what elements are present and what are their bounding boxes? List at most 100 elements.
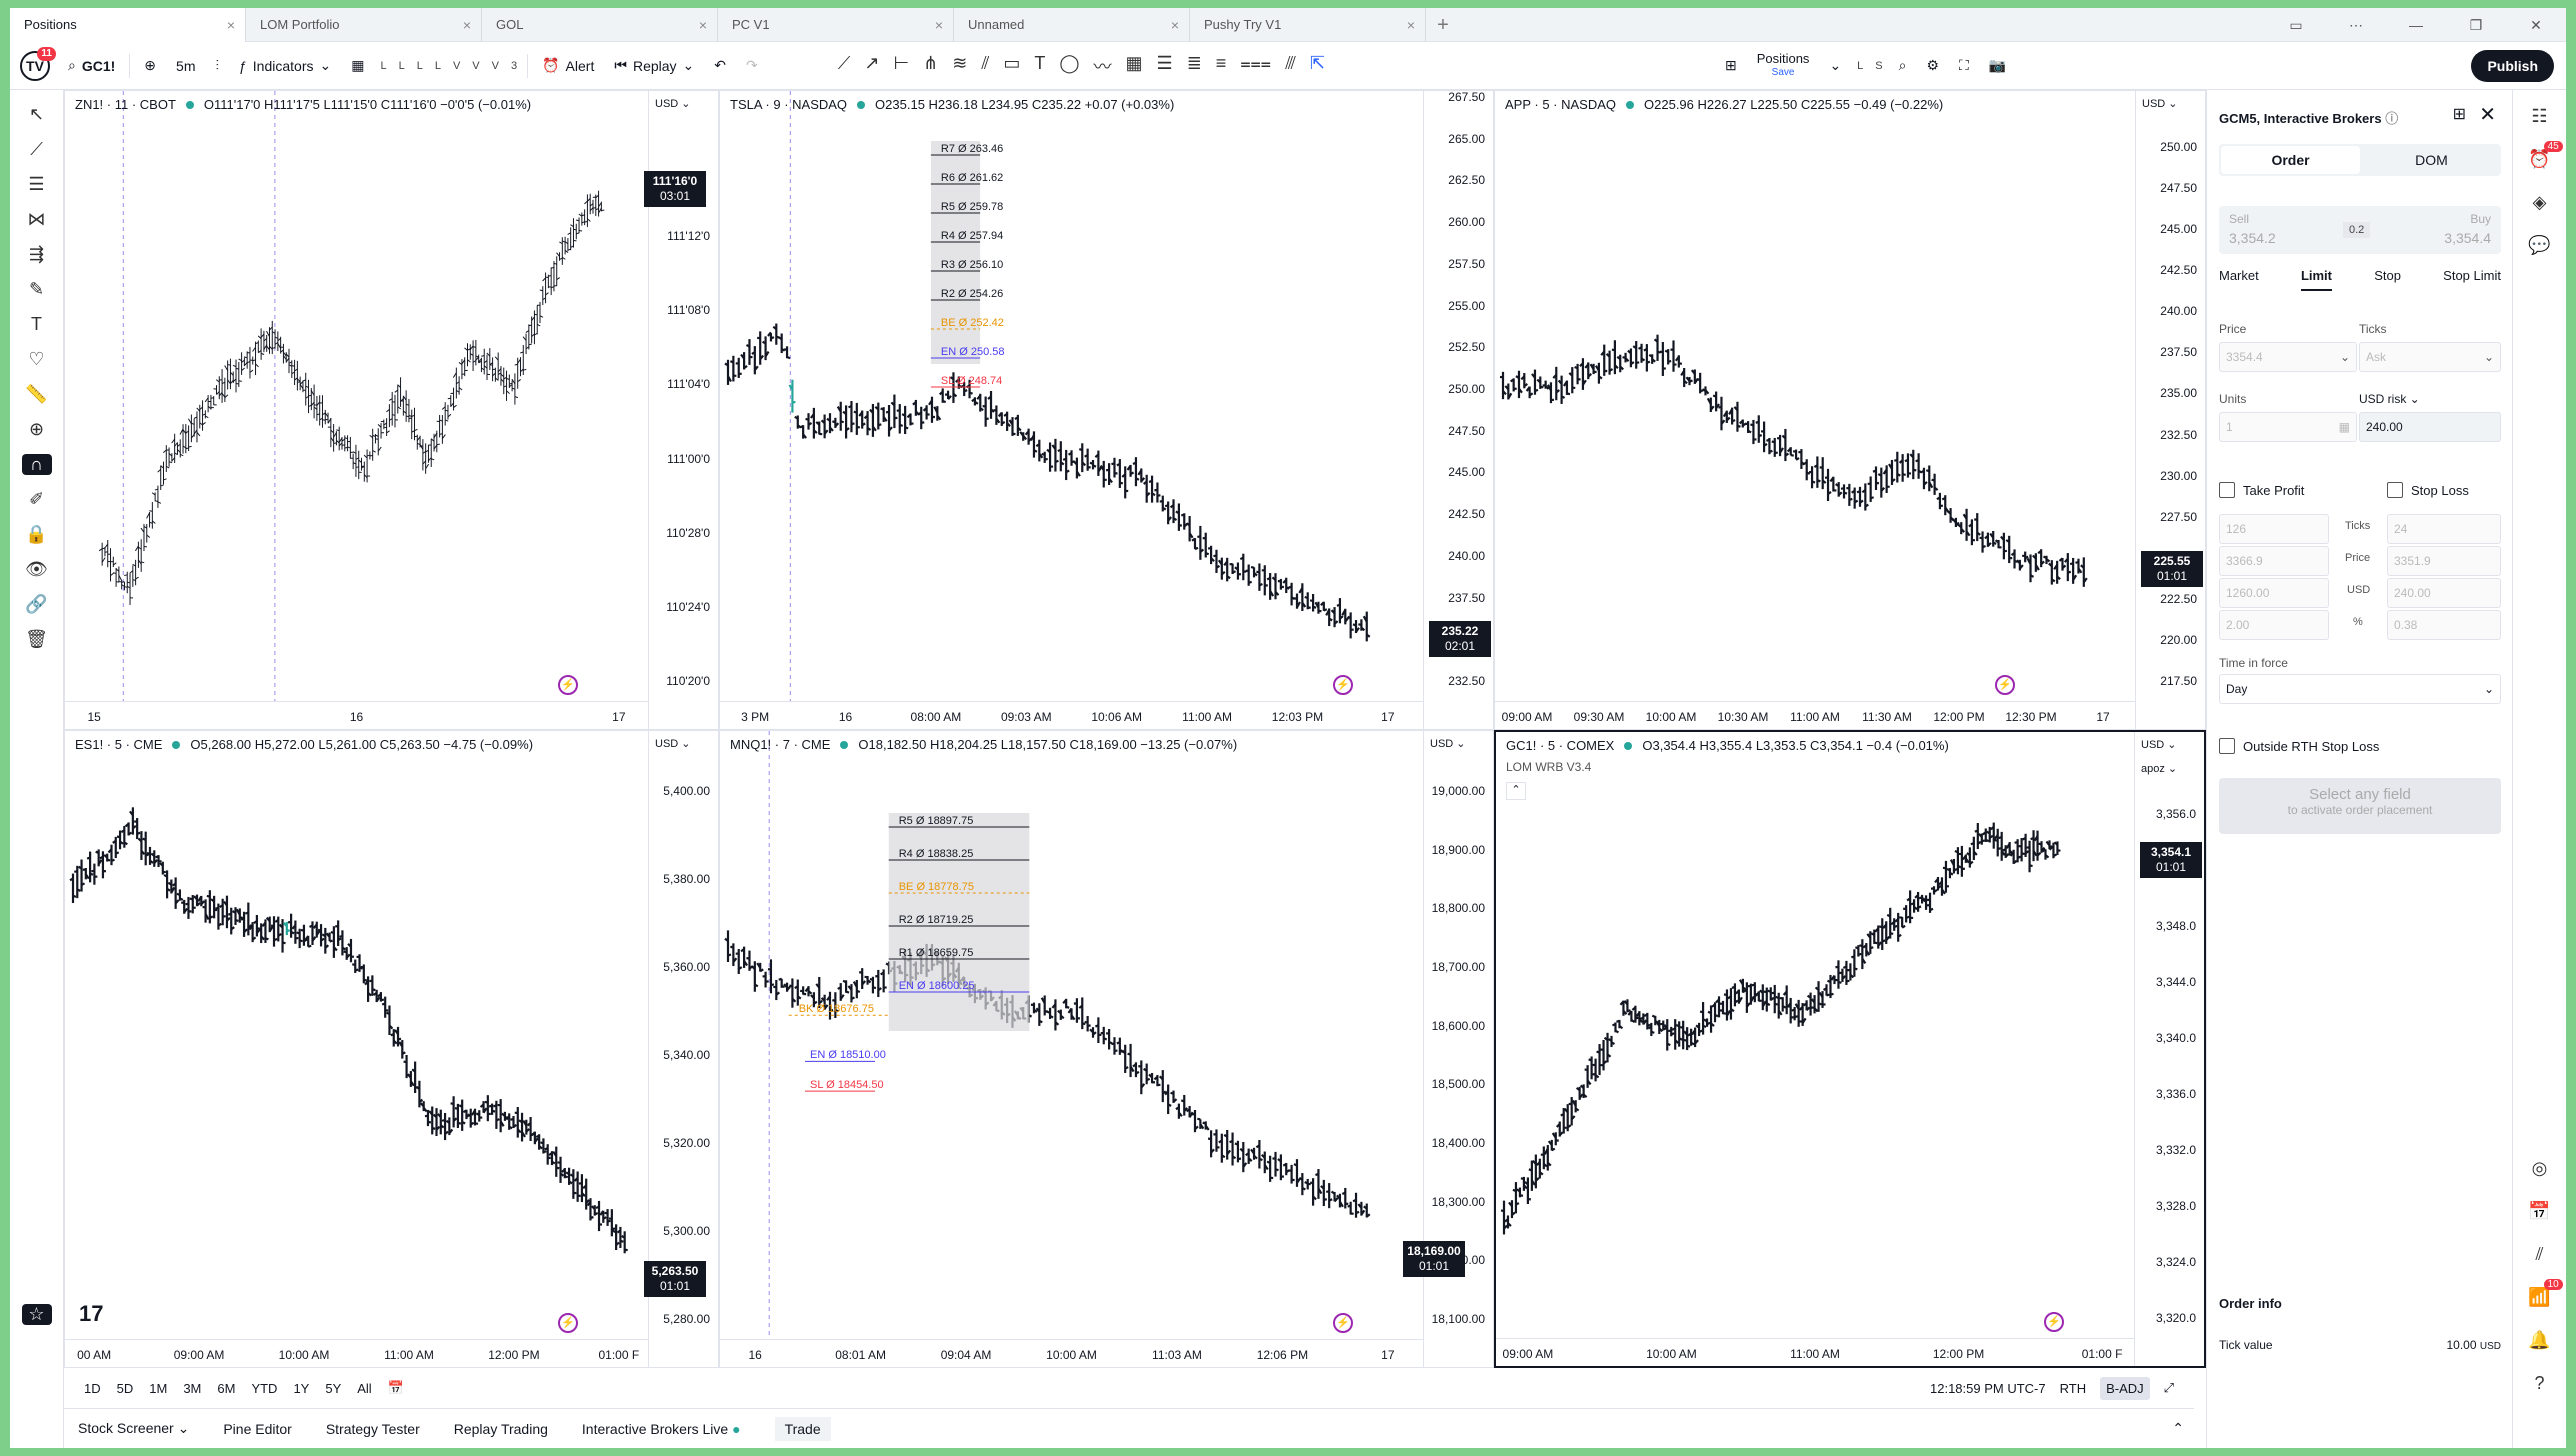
pencil-lock-icon[interactable]: ✐	[28, 489, 45, 509]
tif-select[interactable]: Day ⌄	[2219, 674, 2501, 704]
sell-label[interactable]: Sell	[2229, 212, 2250, 226]
script-button-6[interactable]: V	[472, 59, 480, 72]
more-icon[interactable]: ⋯	[2349, 17, 2363, 33]
chart-pane-tsla[interactable]: R7 Ø 263.46 R6 Ø 261.62 R5 Ø 259.78 R4 Ø 25…	[719, 90, 1494, 730]
pattern-icon[interactable]: ⋈	[27, 209, 46, 229]
price-axis[interactable]: USD ⌄apoz ⌄3,356.03,352.03,348.03,344.03…	[2134, 732, 2204, 1366]
watchlist-icon[interactable]: ☷	[2531, 106, 2548, 126]
help-icon[interactable]: ?	[2534, 1373, 2545, 1393]
goto-date-icon[interactable]: 📅	[387, 1380, 404, 1395]
short-button[interactable]: S	[1875, 59, 1883, 72]
symbol-search-button[interactable]: ⌕ GC1!	[58, 48, 125, 84]
tab-stock-screener[interactable]: Stock Screener ⌄	[78, 1420, 190, 1436]
time-axis[interactable]: 15 16 17	[65, 701, 648, 729]
publish-button[interactable]: Publish	[2471, 49, 2554, 82]
buy-price[interactable]: 3,354.4	[2444, 230, 2491, 246]
script-button-7[interactable]: V	[491, 59, 499, 72]
chat-icon[interactable]: 💬	[2528, 235, 2551, 255]
level-label[interactable]: R4 Ø 257.94	[940, 230, 1004, 242]
price-axis[interactable]: USD ⌄ 250.00 247.50 245.00 242.50 240.00 237.5…	[2135, 91, 2205, 729]
clock-time[interactable]: 12:18:59 PM UTC-7	[1930, 1380, 2046, 1396]
symbol-label[interactable]: ES1! · 5 · CME	[75, 737, 163, 752]
gann-icon[interactable]: ⩶	[1240, 52, 1272, 73]
trash-icon[interactable]: 🗑	[25, 629, 48, 649]
close-icon[interactable]: ×	[1406, 17, 1415, 33]
script-button-3[interactable]: L	[416, 59, 423, 72]
chart-pane-app[interactable]: APP · 5 · NASDAQ O225.96 H226.27 L225.50 …	[1494, 90, 2206, 730]
layout-chevron[interactable]: ⌄	[1819, 48, 1851, 84]
level-label[interactable]: SL Ø 248.74	[940, 375, 1003, 387]
collapse-legend-icon[interactable]: ⌃	[1506, 782, 1526, 800]
type-limit[interactable]: Limit	[2300, 268, 2332, 291]
layout-grid-button[interactable]: ⊞	[1715, 48, 1747, 84]
ticks-field[interactable]: Ask ⌄	[2359, 342, 2501, 372]
tab-strategy-tester[interactable]: Strategy Tester	[325, 1420, 420, 1437]
brush-icon[interactable]: ✎	[28, 279, 45, 299]
time-axis[interactable]: 09:00 AM 10:00 AM 11:00 AM 12:00 PM 01:00 F	[1496, 1338, 2134, 1366]
zoom-in-icon[interactable]: ⊕	[28, 419, 45, 439]
price-axis[interactable]: USD ⌄ 19,000.00 18,900.00 18,800.00 18,700.0…	[1423, 731, 1493, 1367]
tab-pine-editor[interactable]: Pine Editor	[223, 1420, 292, 1437]
tab-pushy-try-v1[interactable]: Pushy Try V1 ×	[1190, 8, 1426, 42]
fib-icon[interactable]: ☰	[1156, 52, 1173, 73]
close-icon[interactable]: ×	[462, 17, 471, 33]
calendar-icon[interactable]: 📅	[2528, 1201, 2551, 1221]
price-bars[interactable]	[1495, 91, 2135, 701]
tab-order[interactable]: Order	[2221, 146, 2360, 174]
pattern-chart-icon[interactable]: ⫽	[2535, 1244, 2544, 1264]
script-button-4[interactable]: L	[434, 59, 441, 72]
calculator-icon[interactable]: ▦	[2338, 420, 2350, 434]
level-label[interactable]: R5 Ø 18897.75	[898, 815, 974, 827]
undo-button[interactable]: ↶	[704, 48, 736, 84]
sl-price-field[interactable]: 3351.9	[2387, 546, 2501, 576]
circle-icon[interactable]: ◯	[1059, 52, 1080, 73]
monitor-icon[interactable]: ▭	[2289, 17, 2303, 33]
stop-loss-checkbox[interactable]: Stop Loss	[2387, 482, 2469, 498]
range-all[interactable]: All	[357, 1380, 372, 1396]
close-icon[interactable]: ×	[698, 17, 707, 33]
target-icon[interactable]: ◎	[2531, 1158, 2548, 1178]
compare-button[interactable]: ⊕	[134, 48, 166, 84]
tp-percent-field[interactable]: 2.00	[2219, 610, 2329, 640]
chart-legend[interactable]: APP · 5 · NASDAQ O225.96 H226.27 L225.50 …	[1505, 97, 1943, 112]
close-window-button[interactable]: ✕	[2530, 17, 2542, 33]
chart-legend[interactable]: ES1! · 5 · CME O5,268.00 H5,272.00 L5,261…	[75, 737, 533, 752]
tab-gol[interactable]: GOL ×	[482, 8, 718, 42]
level-label[interactable]: R4 Ø 18838.25	[898, 848, 974, 860]
fan-icon[interactable]: ≋	[952, 52, 968, 73]
sl-percent-field[interactable]: 0.38	[2387, 610, 2501, 640]
risk-field[interactable]: 240.00	[2359, 412, 2501, 442]
cursor-icon[interactable]: ↖	[28, 104, 45, 124]
buy-label[interactable]: Buy	[2470, 212, 2491, 226]
templates-button[interactable]: ▦	[341, 48, 374, 84]
currency-selector[interactable]: USD ⌄	[2142, 98, 2178, 110]
type-stop-limit[interactable]: Stop Limit	[2443, 268, 2501, 283]
level-label[interactable]: R7 Ø 263.46	[940, 143, 1004, 155]
units-field[interactable]: 1 ▦	[2219, 412, 2357, 442]
adjustment-button[interactable]: B-ADJ	[2100, 1376, 2150, 1400]
range-3m[interactable]: 3M	[183, 1380, 202, 1396]
replay-button[interactable]: ⏮ Replay ⌄	[604, 48, 704, 84]
trend-line-icon[interactable]: ⟋	[837, 52, 851, 73]
ruler-icon[interactable]: 📏	[25, 384, 48, 404]
range-5d[interactable]: 5D	[116, 1380, 134, 1396]
heart-icon[interactable]: ♡	[28, 349, 45, 369]
lightning-icon[interactable]: ⚡	[1995, 675, 2015, 695]
sl-ticks-field[interactable]: 24	[2387, 514, 2501, 544]
path-icon[interactable]: 〰	[1093, 56, 1112, 77]
link-icon[interactable]: 🔗	[25, 594, 48, 614]
chart-pane-mnq[interactable]: R5 Ø 18897.75 R4 Ø 18838.25 BE Ø 18778.75 R…	[719, 730, 1494, 1368]
price-field[interactable]: 3354.4 ⌄	[2219, 342, 2357, 372]
chart-pane-gc[interactable]: GC1! · 5 · COMEX O3,354.4 H3,355.4 L3,353…	[1494, 730, 2206, 1368]
lightning-icon[interactable]: ⚡	[1333, 675, 1353, 695]
risk-selector[interactable]: USD risk ⌄	[2359, 392, 2420, 406]
price-axis[interactable]: USD ⌄ 5,400.00 5,380.00 5,360.00 5,340.00 5,3…	[648, 731, 718, 1367]
level-label[interactable]: R1 Ø 18659.75	[898, 947, 974, 959]
fullscreen-button[interactable]: ⛶	[1949, 48, 1979, 84]
level-label[interactable]: BE Ø 18778.75	[898, 881, 974, 893]
range-1m[interactable]: 1M	[149, 1380, 168, 1396]
chart-legend[interactable]: MNQ1! · 7 · CME O18,182.50 H18,204.25 L18…	[730, 737, 1237, 752]
lines-icon[interactable]: ⫻	[1285, 52, 1296, 73]
price-bars[interactable]	[65, 91, 648, 701]
info-icon[interactable]: ⓘ	[2385, 111, 2399, 126]
